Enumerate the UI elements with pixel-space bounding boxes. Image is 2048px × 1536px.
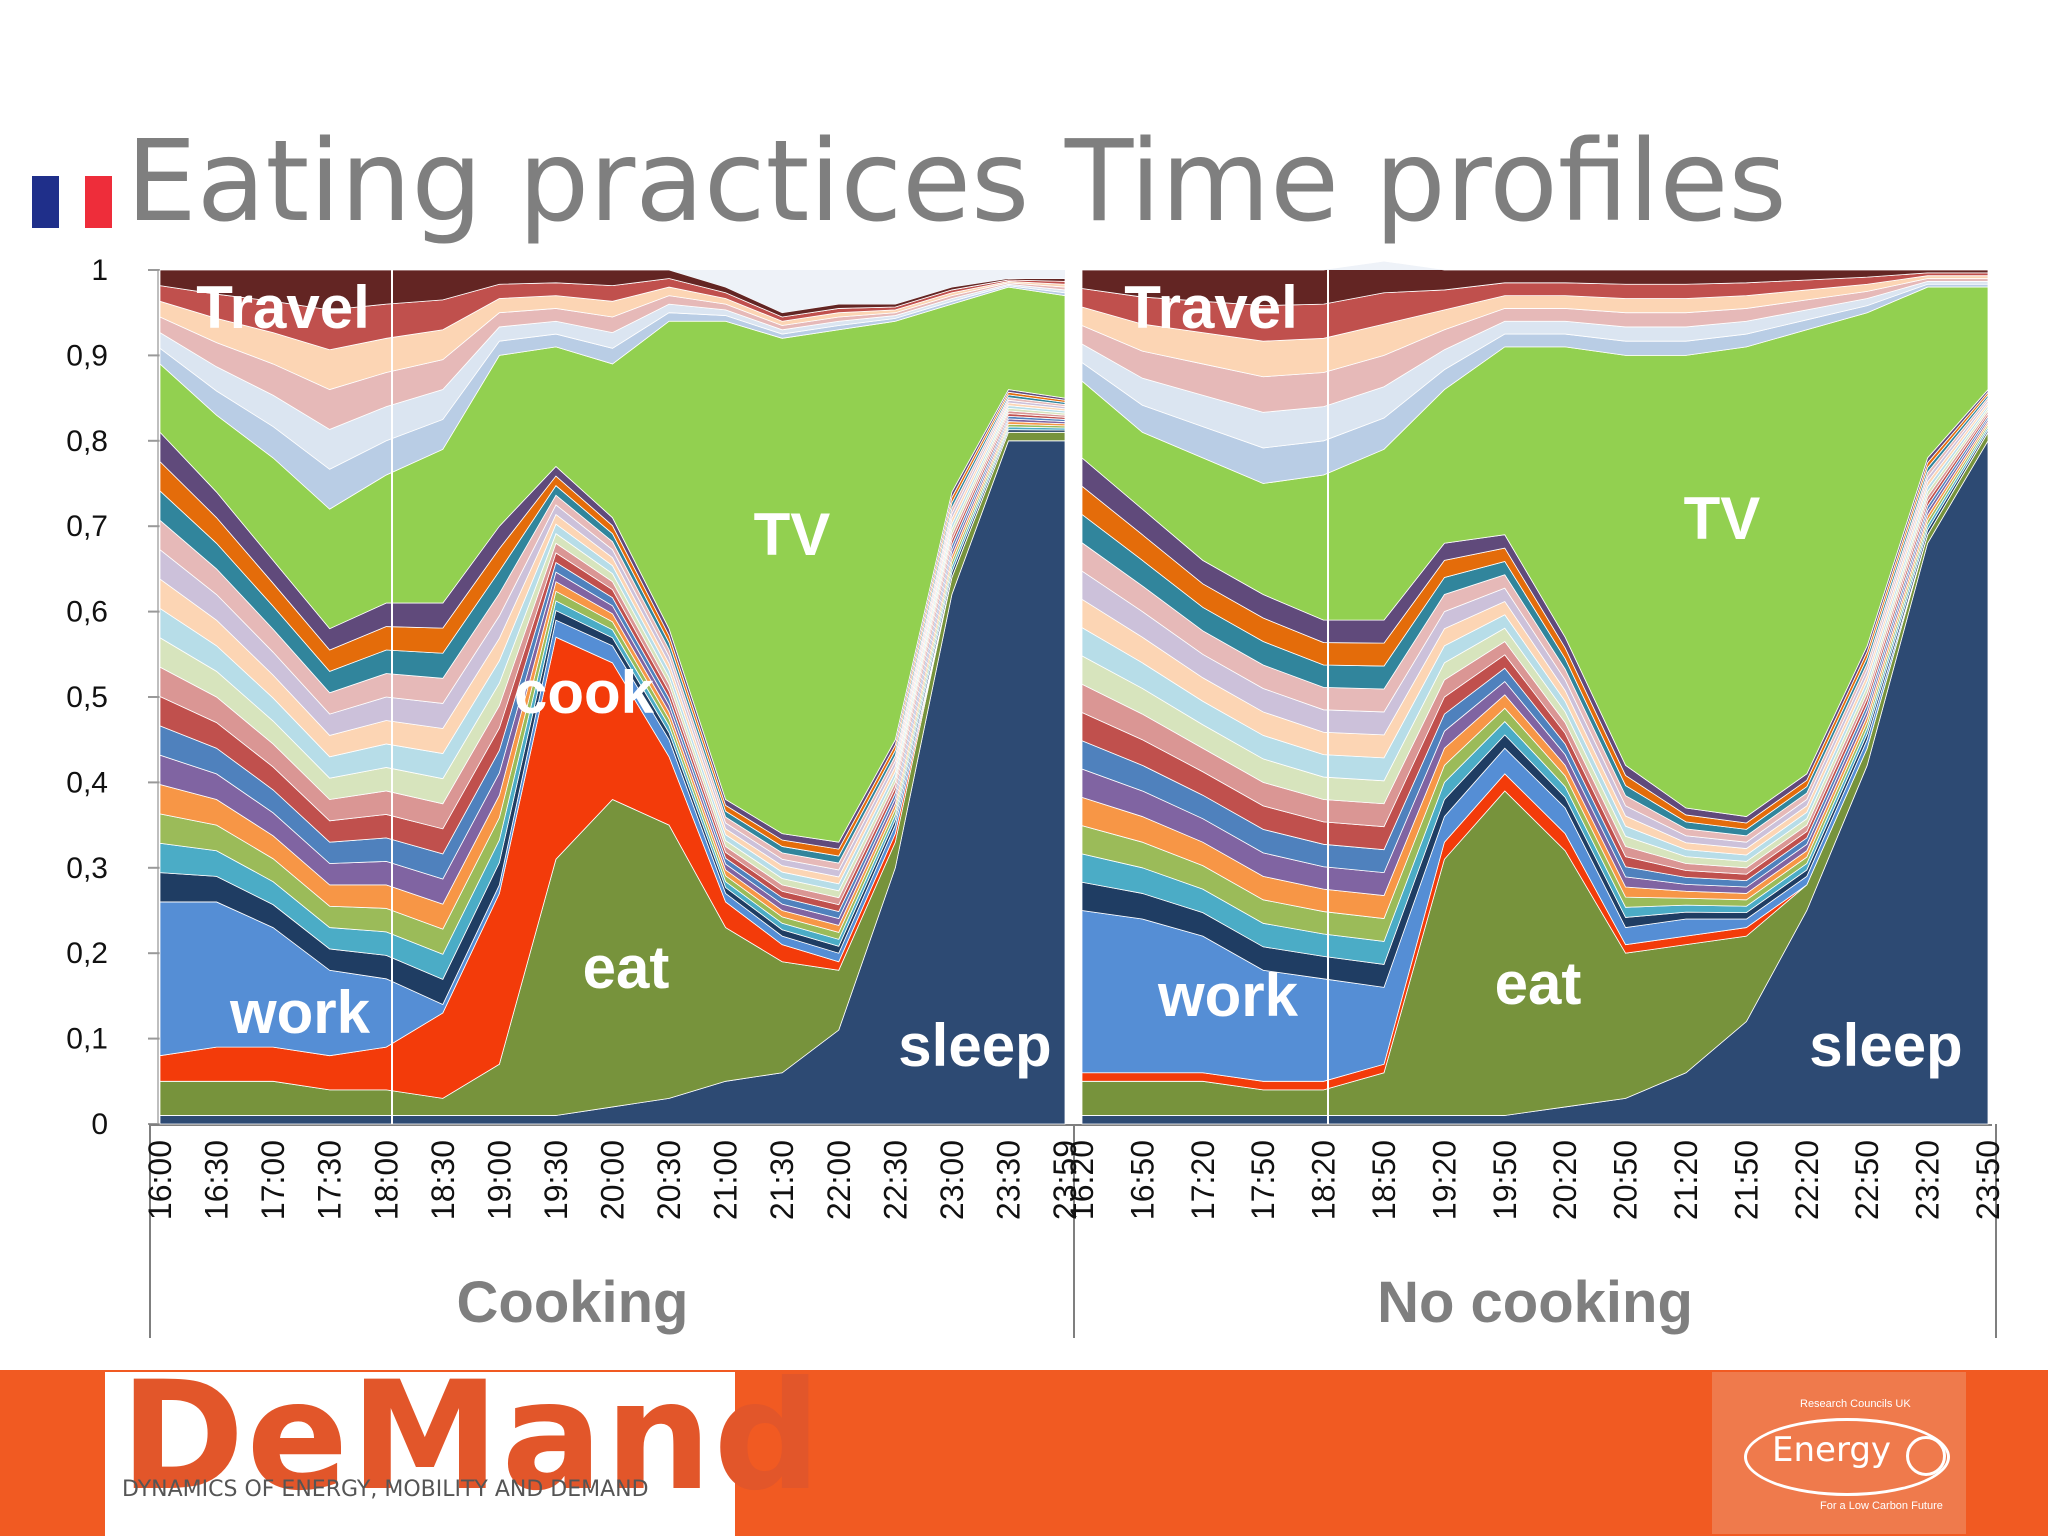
- x-tick-label: 17:50: [1245, 1140, 1281, 1220]
- annotation-sleep: sleep: [898, 1012, 1051, 1079]
- demand-logo-text: DeMand: [120, 1350, 823, 1524]
- x-tick-label: 22:00: [821, 1140, 857, 1220]
- x-tick-label: 16:50: [1124, 1140, 1160, 1220]
- annotation-tv: TV: [754, 501, 831, 568]
- area-remainder: [1082, 261, 1988, 270]
- french-flag-icon: [32, 176, 112, 228]
- x-tick-label: 21:50: [1728, 1140, 1764, 1220]
- y-tick-label: 0,5: [66, 681, 108, 714]
- annotation-sleep: sleep: [1809, 1012, 1962, 1079]
- x-tick-label: 16:00: [142, 1140, 178, 1220]
- x-tick-label: 22:30: [877, 1140, 913, 1220]
- x-tick-label: 23:59: [1047, 1140, 1083, 1220]
- y-tick-label: 0,2: [66, 937, 108, 970]
- x-tick-label: 22:20: [1789, 1140, 1825, 1220]
- x-tick-label: 20:30: [651, 1140, 687, 1220]
- x-tick-label: 19:30: [538, 1140, 574, 1220]
- y-tick-label: 0,6: [66, 596, 108, 629]
- annotation-cook: cook: [514, 659, 655, 726]
- x-tick-label: 23:30: [990, 1140, 1026, 1220]
- annotation-tv: TV: [1684, 485, 1761, 552]
- annotation-travel: Travel: [1124, 274, 1297, 341]
- x-tick-label: 17:20: [1185, 1140, 1221, 1220]
- y-tick-label: 0,8: [66, 425, 108, 458]
- axis-layer: 0 0,1 0,2 0,3 0,4 0,5 0,6 0,7 0,8 0,9 1 16:00 16:30 1…: [66, 254, 2006, 1338]
- rcuk-bottom-text: For a Low Carbon Future: [1820, 1500, 1943, 1512]
- x-tick-label: 19:20: [1426, 1140, 1462, 1220]
- rcuk-energy-word: Energy: [1772, 1430, 1892, 1470]
- area-travel-band: [159, 269, 1066, 318]
- x-tick-label: 21:20: [1668, 1140, 1704, 1220]
- x-tick-label: 18:20: [1306, 1140, 1342, 1220]
- y-tick-label: 0,7: [66, 510, 108, 543]
- x-tick-label: 21:30: [764, 1140, 800, 1220]
- y-tick-label: 0,1: [66, 1023, 108, 1056]
- y-tick-label: 0: [91, 1108, 108, 1141]
- x-tick-label: 20:50: [1608, 1140, 1644, 1220]
- y-tick-label: 0,4: [66, 766, 108, 799]
- rcuk-top-text: Research Councils UK: [1800, 1398, 1911, 1410]
- sun-icon: [1906, 1436, 1946, 1476]
- plot-layer: [159, 261, 1989, 1125]
- x-tick-label: 19:50: [1487, 1140, 1523, 1220]
- x-tick-label: 23:50: [1970, 1140, 2006, 1220]
- x-tick-label: 21:00: [708, 1140, 744, 1220]
- rcuk-oval: [1744, 1418, 1950, 1496]
- y-tick-label: 1: [91, 254, 108, 287]
- annotation-eat: eat: [1495, 950, 1582, 1017]
- area-remainder: [160, 270, 1065, 313]
- x-tick-label: 17:30: [312, 1140, 348, 1220]
- x-tick-label: 23:20: [1910, 1140, 1946, 1220]
- group-label: Cooking: [457, 1270, 689, 1335]
- x-tick-label: 22:50: [1849, 1140, 1885, 1220]
- group-label: No cooking: [1377, 1270, 1693, 1335]
- label-layer: Cooking Travel TV cook eat work sleep No cookin…: [196, 274, 1962, 1335]
- demand-tagline: DYNAMICS OF ENERGY, MOBILITY AND DEMAND: [122, 1477, 649, 1502]
- x-tick-label: 16:20: [1064, 1140, 1100, 1220]
- annotation-work: work: [229, 979, 371, 1046]
- stacked-area-chart: 0 0,1 0,2 0,3 0,4 0,5 0,6 0,7 0,8 0,9 1 16:00 16:30 1…: [66, 254, 2006, 1338]
- x-tick-label: 20:20: [1547, 1140, 1583, 1220]
- annotation-eat: eat: [583, 934, 670, 1001]
- annotation-work: work: [1157, 962, 1299, 1029]
- demand-logo: [105, 1372, 735, 1536]
- x-tick-label: 18:00: [368, 1140, 404, 1220]
- x-tick-label: 18:30: [425, 1140, 461, 1220]
- y-tick-label: 0,3: [66, 852, 108, 885]
- slide-title: Eating practices Time profiles: [126, 117, 1787, 247]
- x-tick-label: 20:00: [595, 1140, 631, 1220]
- x-tick-label: 17:00: [255, 1140, 291, 1220]
- y-tick-label: 0,9: [66, 339, 108, 372]
- x-tick-label: 23:00: [934, 1140, 970, 1220]
- x-tick-label: 18:50: [1366, 1140, 1402, 1220]
- x-tick-label: 19:00: [481, 1140, 517, 1220]
- x-tick-label: 16:30: [199, 1140, 235, 1220]
- annotation-travel: Travel: [196, 274, 369, 341]
